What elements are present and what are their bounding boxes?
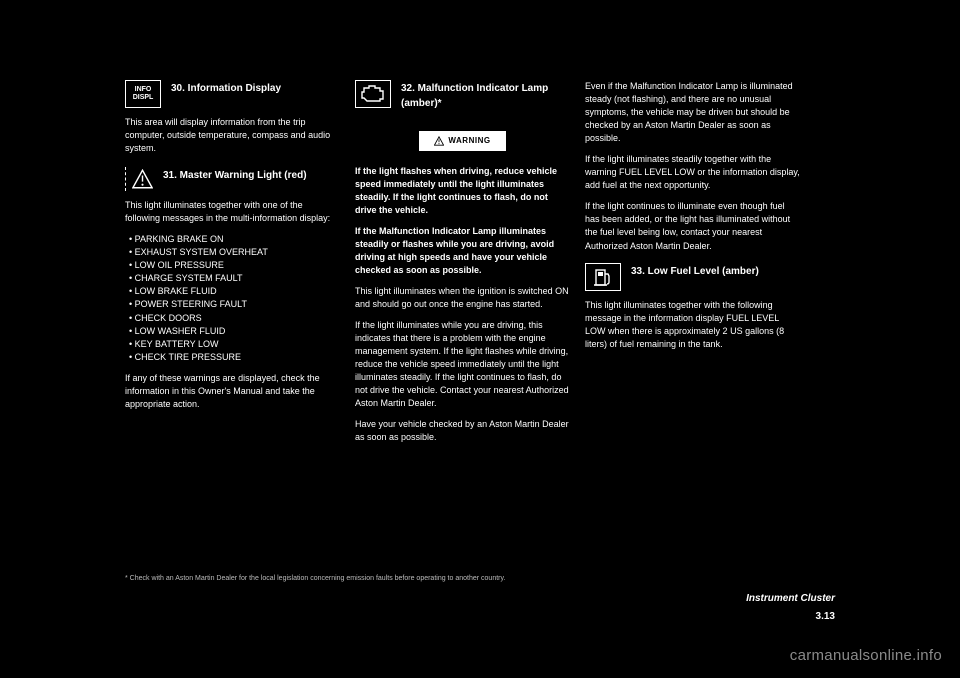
warning-label-wrap: WARNING [355,125,570,159]
section-master-warning: 31. Master Warning Light (red) [125,167,340,191]
section-info-display: INFO DISPL 30. Information Display [125,80,340,108]
heading-info-display: 30. Information Display [171,82,340,97]
column-2: 32. Malfunction Indicator Lamp (amber)* … [355,80,570,452]
list-item: • CHECK TIRE PRESSURE [129,351,340,364]
mil-p4: If the light illuminates while you are d… [355,319,570,410]
list-item: • EXHAUST SYSTEM OVERHEAT [129,246,340,259]
list-item: • LOW WASHER FLUID [129,325,340,338]
col3-p3: If the light continues to illuminate eve… [585,200,800,252]
warning-triangle-icon [125,167,153,191]
page-number: 3.13 [816,611,835,622]
warning-list: • PARKING BRAKE ON • EXHAUST SYSTEM OVER… [125,233,340,363]
footnote: * Check with an Aston Martin Dealer for … [125,575,505,582]
list-item: • POWER STEERING FAULT [129,298,340,311]
section-low-fuel: 33. Low Fuel Level (amber) [585,263,800,291]
column-3: Even if the Malfunction Indicator Lamp i… [585,80,800,359]
low-fuel-body: This light illuminates together with the… [585,299,800,351]
col3-p1: Even if the Malfunction Indicator Lamp i… [585,80,800,145]
list-item: • CHECK DOORS [129,312,340,325]
watermark: carmanualsonline.info [790,647,942,664]
heading-mil: 32. Malfunction Indicator Lamp (amber)* [401,82,570,111]
info-displ-icon: INFO DISPL [125,80,161,108]
warning-label-text: WARNING [448,135,490,147]
manual-page: INFO DISPL 30. Information Display This … [125,80,835,600]
list-item: • LOW OIL PRESSURE [129,259,340,272]
heading-master-warning: 31. Master Warning Light (red) [163,169,340,184]
list-item: • LOW BRAKE FLUID [129,285,340,298]
warning-label: WARNING [419,131,505,151]
mil-warning-p2: If the Malfunction Indicator Lamp illumi… [355,225,570,277]
mil-warning-p1: If the light flashes when driving, reduc… [355,165,570,217]
list-item: • KEY BATTERY LOW [129,338,340,351]
column-1: INFO DISPL 30. Information Display This … [125,80,340,419]
mil-p3: This light illuminates when the ignition… [355,285,570,311]
list-item: • PARKING BRAKE ON [129,233,340,246]
fuel-pump-icon [585,263,621,291]
master-warning-outro: If any of these warnings are displayed, … [125,372,340,411]
master-warning-intro: This light illuminates together with one… [125,199,340,225]
body-info-display: This area will display information from … [125,116,340,155]
section-mil: 32. Malfunction Indicator Lamp (amber)* [355,80,570,117]
engine-icon [355,80,391,108]
heading-low-fuel: 33. Low Fuel Level (amber) [631,265,800,280]
list-item: • CHARGE SYSTEM FAULT [129,272,340,285]
mil-p5: Have your vehicle checked by an Aston Ma… [355,418,570,444]
page-title: Instrument Cluster [746,593,835,604]
col3-p2: If the light illuminates steadily togeth… [585,153,800,192]
